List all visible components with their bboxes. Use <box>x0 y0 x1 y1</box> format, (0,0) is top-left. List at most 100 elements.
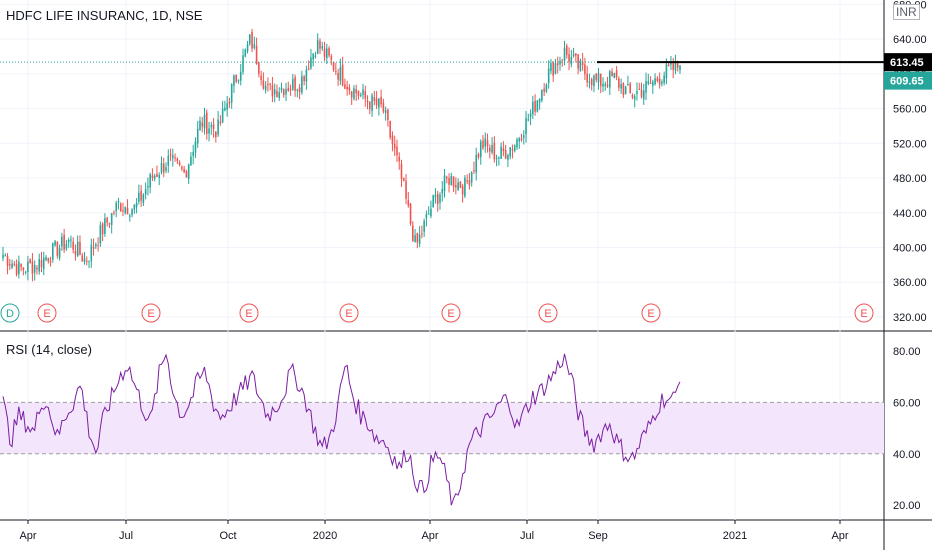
candle-body <box>307 68 310 70</box>
candle-body <box>74 251 77 255</box>
candle-body <box>409 203 412 224</box>
candle-body <box>466 180 468 182</box>
candle-body <box>606 84 609 87</box>
candle-body <box>599 73 602 86</box>
candle-body <box>595 73 598 80</box>
candle-body <box>244 49 247 57</box>
earnings-marker-label: E <box>647 308 654 320</box>
candle-body <box>212 124 215 130</box>
candle-body <box>83 258 86 262</box>
candle-body <box>149 174 151 188</box>
candle-body <box>36 267 38 270</box>
rsi-tick-label: 80.00 <box>893 346 921 358</box>
candle-body <box>661 81 663 84</box>
candle-body <box>441 189 444 194</box>
candle-body <box>217 119 219 135</box>
candle-body <box>613 73 616 78</box>
time-tick-label: Sep <box>588 530 608 542</box>
candle-body <box>135 202 138 208</box>
candle-body <box>511 149 514 151</box>
candle-body <box>101 223 104 235</box>
candle-body <box>337 72 339 80</box>
candle-body <box>178 162 181 165</box>
candle-body <box>264 85 267 90</box>
candle-body <box>248 34 251 44</box>
time-tick-label: Apr <box>831 530 848 542</box>
candle-body <box>27 261 29 273</box>
candle-body <box>543 88 545 92</box>
candle-body <box>513 145 516 152</box>
candle-body <box>142 194 145 204</box>
candle-body <box>602 83 604 87</box>
candle-body <box>11 263 13 268</box>
candle-body <box>380 96 382 105</box>
candle-body <box>432 195 435 208</box>
candle-body <box>280 87 283 91</box>
candle-body <box>344 84 346 89</box>
candle-body <box>405 180 407 199</box>
candle-body <box>310 57 312 69</box>
level-price-tag-label: 613.45 <box>890 57 924 69</box>
candle-body <box>224 107 226 111</box>
candle-body <box>190 156 192 166</box>
candle-body <box>38 259 41 272</box>
candle-body <box>88 260 90 262</box>
candle-body <box>486 140 489 146</box>
candle-body <box>296 89 299 91</box>
candle-body <box>196 128 199 144</box>
candle-body <box>54 241 56 246</box>
candle-body <box>457 182 459 190</box>
candle-body <box>642 90 645 100</box>
candle-body <box>414 235 416 243</box>
candle-body <box>6 256 9 266</box>
candle-body <box>328 48 330 56</box>
candle-body <box>498 157 500 159</box>
chart-title: HDFC LIFE INSURANC, 1D, NSE <box>6 8 203 23</box>
candle-body <box>258 62 260 74</box>
earnings-marker <box>141 303 161 323</box>
candle-body <box>430 208 432 217</box>
candle-body <box>407 200 410 206</box>
candle-body <box>624 86 627 95</box>
candle-body <box>529 113 532 117</box>
candle-body <box>362 89 364 95</box>
candle-body <box>534 100 536 112</box>
candle-body <box>262 80 265 89</box>
price-tick-label: 440.00 <box>893 208 927 220</box>
candle-body <box>631 94 634 98</box>
candle-body <box>389 120 391 138</box>
candle-body <box>604 83 607 86</box>
price-tick-label: 480.00 <box>893 173 927 185</box>
candle-body <box>434 194 437 198</box>
candle-body <box>138 192 140 202</box>
candle-body <box>477 153 480 158</box>
candle-body <box>160 162 163 173</box>
candle-body <box>500 146 502 159</box>
dividend-marker <box>0 303 20 323</box>
candle-body <box>221 108 224 123</box>
candle-body <box>550 63 552 72</box>
candle-body <box>237 80 240 82</box>
time-tick-label: 2020 <box>313 530 337 542</box>
candle-body <box>495 157 498 160</box>
candle-body <box>192 152 194 157</box>
candle-body <box>627 84 629 86</box>
candle-body <box>670 61 672 65</box>
candle-body <box>172 155 174 159</box>
dividend-marker-label: D <box>6 308 14 320</box>
candle-body <box>525 118 527 135</box>
candle-body <box>473 170 475 172</box>
candle-body <box>663 75 665 83</box>
candle-body <box>79 242 81 255</box>
currency-label[interactable]: INR <box>893 4 920 20</box>
candle-body <box>393 143 396 149</box>
candle-body <box>556 63 559 66</box>
candle-body <box>611 71 613 77</box>
candle-body <box>251 32 253 49</box>
candle-body <box>620 84 622 89</box>
candle-body <box>387 109 389 121</box>
candle-body <box>547 68 550 83</box>
candle-body <box>588 81 591 83</box>
